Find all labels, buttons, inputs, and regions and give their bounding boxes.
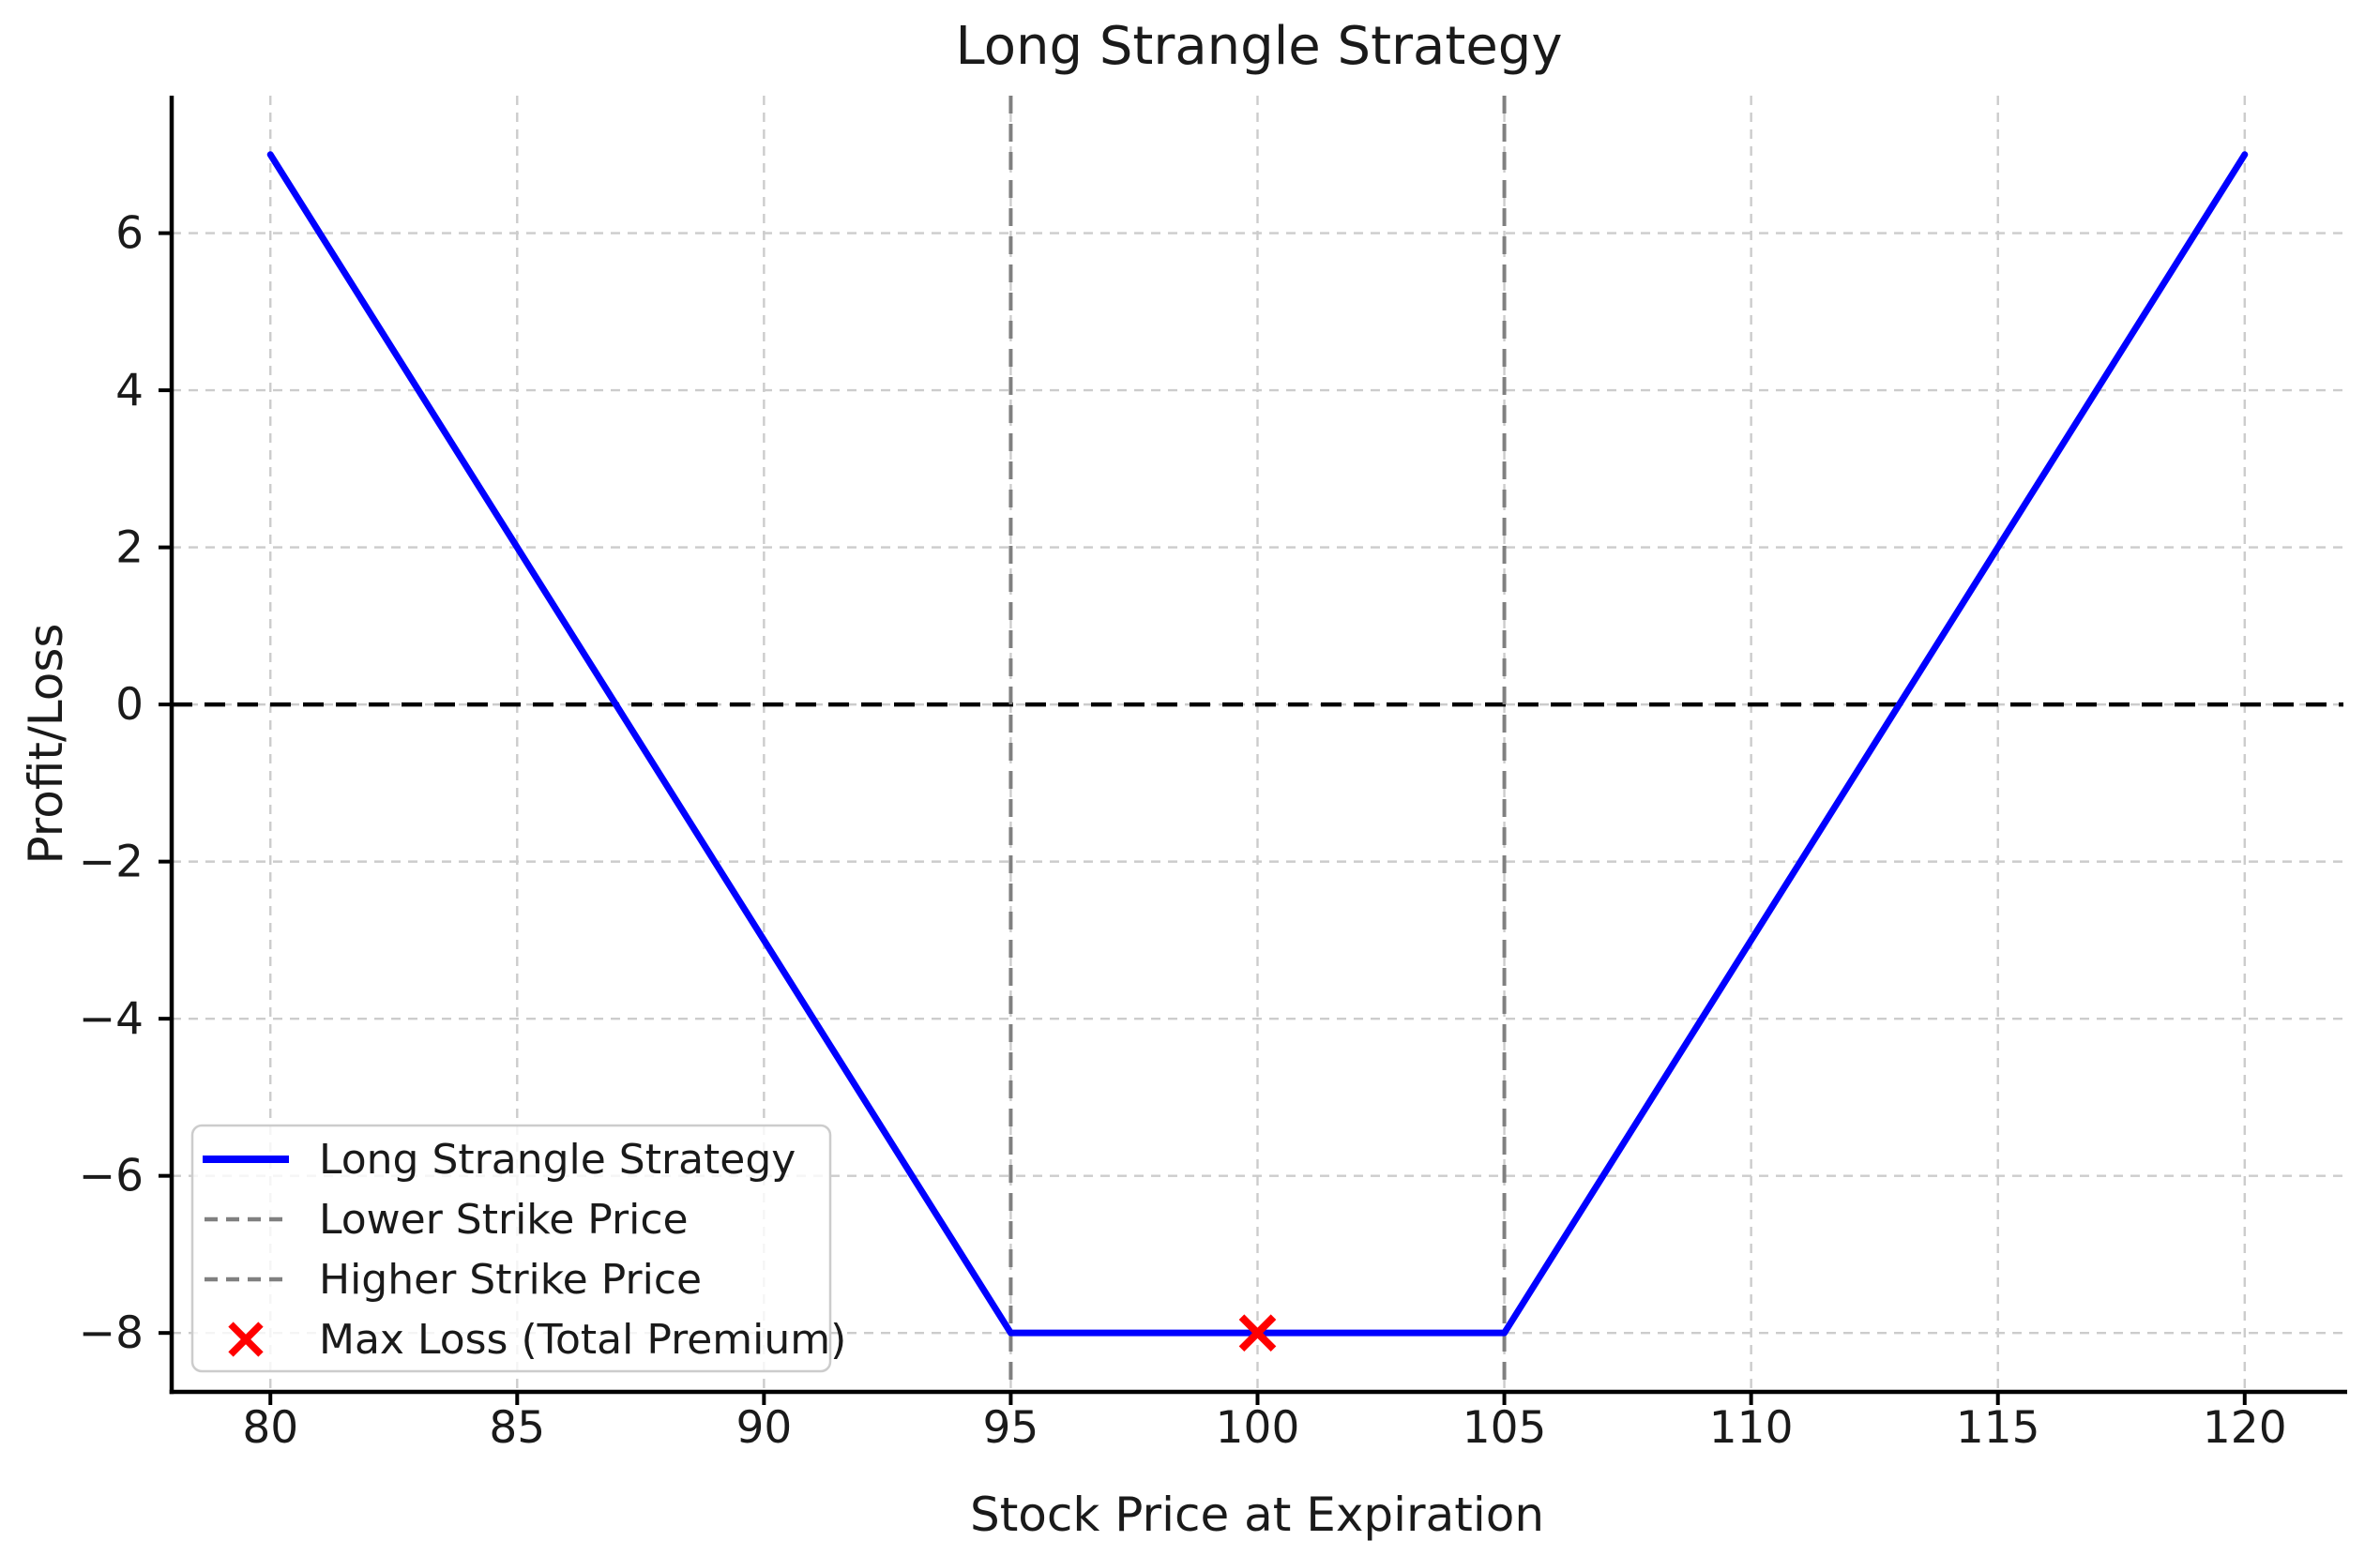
x-tick-label-80: 80 — [242, 1402, 298, 1454]
y-tick-label-4: 4 — [115, 365, 144, 416]
y-tick-label-6: 6 — [115, 208, 144, 260]
legend-label: Lower Strike Price — [319, 1196, 689, 1244]
legend-label: Long Strangle Strategy — [319, 1136, 796, 1184]
legend-entry-3: Higher Strike Price — [205, 1256, 702, 1304]
chart-title: Long Strangle Strategy — [956, 16, 1563, 77]
x-axis-label: Stock Price at Expiration — [970, 1488, 1544, 1541]
x-tick-label-100: 100 — [1216, 1402, 1300, 1454]
x-tick-label-90: 90 — [735, 1402, 792, 1454]
x-tick-label-110: 110 — [1709, 1402, 1794, 1454]
legend-frame — [190, 1124, 832, 1373]
legend-label: Higher Strike Price — [319, 1256, 702, 1304]
y-axis-label: Profit/Loss — [19, 624, 73, 865]
legend-entry-2: Lower Strike Price — [205, 1196, 689, 1244]
legend-entry-4: Max Loss (Total Premium) — [228, 1316, 846, 1364]
legend-entry-1: Long Strangle Strategy — [203, 1136, 796, 1184]
reference-lines-layer — [172, 96, 2343, 1392]
x-tick-label-85: 85 — [489, 1402, 545, 1454]
y-tick-label--6: −6 — [79, 1151, 144, 1202]
axes-layer: 80 85 90 95 100 105 110 115 120 −8 −6 −4 −2 0 2 4 6 — [79, 96, 2347, 1454]
y-tick-label-2: 2 — [115, 522, 144, 574]
x-tick-label-95: 95 — [983, 1402, 1039, 1454]
y-tick-label--4: −4 — [79, 993, 144, 1045]
x-tick-label-105: 105 — [1463, 1402, 1547, 1454]
max-loss-marker — [1238, 1314, 1277, 1352]
legend-handle-x-marker — [228, 1322, 264, 1357]
series-layer — [266, 151, 2249, 1352]
x-tick-label-120: 120 — [2203, 1402, 2287, 1454]
legend: Long Strangle Strategy Lower Strike Price… — [190, 1124, 846, 1373]
legend-label: Max Loss (Total Premium) — [319, 1316, 846, 1364]
y-tick-label--8: −8 — [79, 1307, 144, 1359]
y-tick-label--2: −2 — [79, 837, 144, 888]
y-tick-label-0: 0 — [115, 679, 144, 731]
x-tick-label-115: 115 — [1956, 1402, 2040, 1454]
